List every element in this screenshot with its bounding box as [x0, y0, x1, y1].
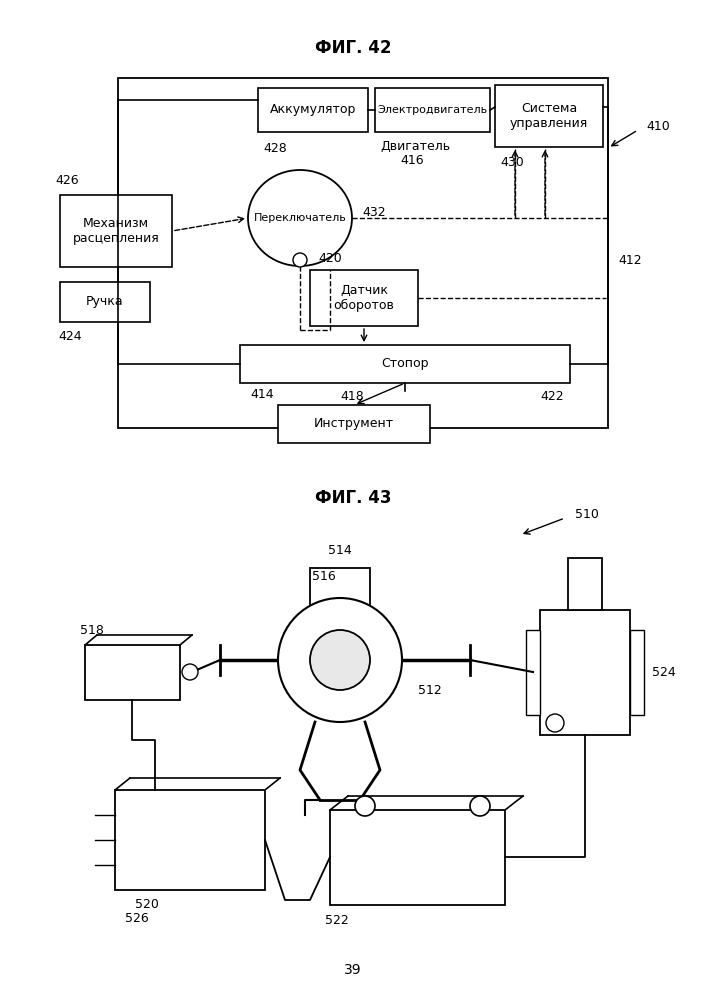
Text: Двигатель: Двигатель [380, 139, 450, 152]
Text: Электродвигатель: Электродвигатель [378, 105, 488, 115]
Bar [60, 282, 150, 322]
Text: 418: 418 [340, 390, 363, 403]
Bar [495, 85, 603, 147]
Text: 414: 414 [250, 388, 274, 401]
Circle shape [470, 796, 490, 816]
Text: 514: 514 [328, 544, 352, 556]
Text: 426: 426 [55, 174, 78, 188]
Text: 412: 412 [618, 253, 642, 266]
Text: 522: 522 [325, 914, 349, 926]
Text: ФИГ. 42: ФИГ. 42 [315, 39, 391, 57]
Bar [118, 78, 608, 428]
Bar [60, 195, 172, 267]
Bar [526, 630, 540, 715]
Text: Стопор: Стопор [381, 358, 428, 370]
Text: 516: 516 [312, 570, 336, 582]
Text: 39: 39 [344, 963, 362, 977]
Circle shape [278, 598, 402, 722]
Circle shape [546, 714, 564, 732]
Text: 410: 410 [646, 119, 670, 132]
Bar [240, 345, 570, 383]
Text: 526: 526 [125, 912, 148, 924]
Bar [278, 405, 430, 443]
Bar [540, 610, 630, 735]
Ellipse shape [248, 170, 352, 266]
Circle shape [310, 630, 370, 690]
Text: 416: 416 [400, 153, 423, 166]
Text: 430: 430 [500, 156, 524, 169]
Text: 432: 432 [362, 207, 385, 220]
Text: 518: 518 [80, 624, 104, 638]
Text: 510: 510 [575, 508, 599, 520]
Text: ФИГ. 43: ФИГ. 43 [315, 489, 391, 507]
Text: Система
управления: Система управления [510, 102, 588, 130]
Text: Механизм
расцепления: Механизм расцепления [73, 217, 159, 245]
Text: Переключатель: Переключатель [254, 213, 346, 223]
Bar [330, 810, 505, 905]
Text: 420: 420 [318, 251, 341, 264]
Text: Аккумулятор: Аккумулятор [270, 104, 356, 116]
Text: 520: 520 [135, 898, 159, 910]
Bar [310, 270, 418, 326]
Text: Инструмент: Инструмент [314, 418, 394, 430]
Text: +: + [361, 801, 370, 811]
Text: 422: 422 [540, 390, 563, 403]
Bar [115, 790, 265, 890]
Circle shape [293, 253, 307, 267]
Text: 524: 524 [652, 666, 676, 678]
Bar [258, 88, 368, 132]
Bar [85, 645, 180, 700]
Text: Датчик
оборотов: Датчик оборотов [334, 284, 395, 312]
Bar [630, 630, 644, 715]
Bar [310, 568, 370, 618]
Text: −: − [472, 800, 484, 814]
Text: Ручка: Ручка [86, 296, 124, 308]
Circle shape [355, 796, 375, 816]
Bar [568, 558, 602, 610]
Text: 428: 428 [263, 141, 287, 154]
Circle shape [182, 664, 198, 680]
Bar [375, 88, 490, 132]
Text: 512: 512 [418, 684, 442, 696]
Text: 424: 424 [58, 330, 81, 342]
